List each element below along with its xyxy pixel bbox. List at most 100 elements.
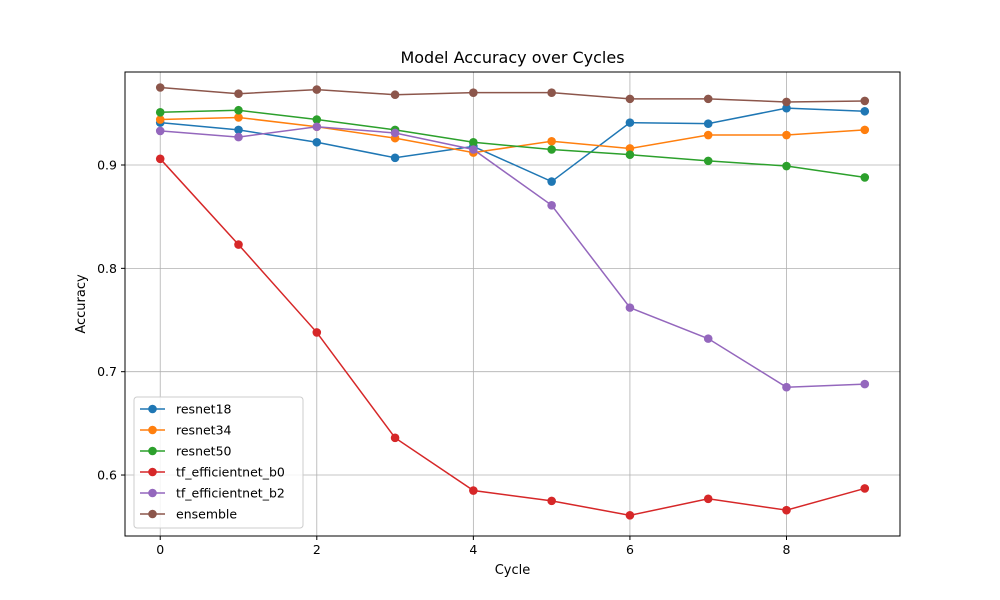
series-resnet50 xyxy=(155,105,870,182)
data-point-resnet18 xyxy=(703,119,713,128)
legend-label: resnet34 xyxy=(176,423,232,438)
data-point-tf_efficientnet_b2 xyxy=(625,303,635,312)
data-point-ensemble xyxy=(469,88,478,97)
series-ensemble xyxy=(155,83,870,107)
legend-item: ensemble xyxy=(140,507,237,522)
data-point-resnet50 xyxy=(155,108,165,117)
data-point-tf_efficientnet_b2 xyxy=(703,334,713,343)
series-line-tf_efficientnet_b2 xyxy=(160,126,865,388)
data-point-resnet18 xyxy=(547,177,556,186)
y-axis-label: Accuracy xyxy=(74,274,89,334)
series-line-resnet50 xyxy=(160,109,865,179)
data-point-tf_efficientnet_b2 xyxy=(155,126,165,136)
series-tf_efficientnet_b2 xyxy=(155,122,870,392)
legend-marker xyxy=(148,404,157,414)
data-point-resnet34 xyxy=(703,130,713,140)
data-point-tf_efficientnet_b0 xyxy=(703,494,713,504)
data-point-ensemble xyxy=(782,97,791,107)
legend-marker xyxy=(148,509,157,519)
legend-label: tf_efficientnet_b2 xyxy=(176,486,285,501)
data-point-tf_efficientnet_b2 xyxy=(860,379,870,389)
series-line-resnet34 xyxy=(160,116,865,154)
legend-marker xyxy=(148,425,157,435)
data-point-tf_efficientnet_b2 xyxy=(782,382,791,392)
legend: resnet18 resnet34 resnet50 tf_efficientnet_… xyxy=(133,396,304,529)
x-tick-label: 4 xyxy=(469,542,477,557)
legend-label: resnet50 xyxy=(176,444,232,459)
series-layer xyxy=(155,83,870,520)
data-point-resnet50 xyxy=(234,105,243,115)
data-point-ensemble xyxy=(703,94,713,104)
tick-layer: 0 2 4 6 8 0.6 0.7 0.8 0.9 xyxy=(97,158,790,557)
legend-marker xyxy=(148,488,157,498)
series-line-tf_efficientnet_b0 xyxy=(159,158,865,517)
data-point-tf_efficientnet_b0 xyxy=(469,486,478,495)
data-point-resnet34 xyxy=(782,130,791,140)
legend-marker xyxy=(148,446,157,456)
data-point-resnet50 xyxy=(782,161,791,171)
legend-item: tf_efficientnet_b2 xyxy=(140,486,285,501)
data-point-resnet34 xyxy=(547,136,556,146)
legend-item: resnet34 xyxy=(140,423,232,438)
data-point-resnet50 xyxy=(625,150,635,159)
data-point-ensemble xyxy=(390,90,400,100)
series-tf_efficientnet_b0 xyxy=(155,154,870,520)
x-axis-label: Cycle xyxy=(495,563,531,578)
legend-box xyxy=(133,396,304,529)
data-point-resnet50 xyxy=(547,145,556,154)
legend-item: resnet18 xyxy=(140,402,232,417)
data-point-resnet18 xyxy=(625,118,635,127)
data-point-ensemble xyxy=(234,89,243,99)
series-line-ensemble xyxy=(160,86,865,103)
data-point-tf_efficientnet_b0 xyxy=(312,328,322,337)
data-point-resnet18 xyxy=(312,137,322,147)
legend-label: resnet18 xyxy=(176,402,232,417)
data-point-resnet50 xyxy=(703,156,713,166)
data-point-ensemble xyxy=(547,88,556,97)
x-tick-label: 2 xyxy=(313,542,321,557)
data-point-ensemble xyxy=(625,94,635,104)
data-point-resnet34 xyxy=(625,144,635,153)
legend-marker xyxy=(148,467,157,477)
data-point-resnet34 xyxy=(860,125,870,135)
plot-frame xyxy=(124,71,901,537)
data-point-tf_efficientnet_b0 xyxy=(547,496,556,506)
data-point-tf_efficientnet_b2 xyxy=(469,145,478,154)
data-point-resnet18 xyxy=(390,153,400,163)
data-point-ensemble xyxy=(312,85,322,94)
chart-title: Model Accuracy over Cycles xyxy=(400,48,624,67)
data-point-tf_efficientnet_b0 xyxy=(390,433,400,443)
data-point-resnet34 xyxy=(155,115,165,124)
legend-label: ensemble xyxy=(176,507,237,522)
data-point-resnet34 xyxy=(234,113,243,122)
data-point-resnet50 xyxy=(860,173,870,182)
y-tick-label: 0.7 xyxy=(97,364,117,379)
x-tick-label: 8 xyxy=(783,542,791,557)
data-point-resnet18 xyxy=(234,125,243,135)
data-point-tf_efficientnet_b0 xyxy=(155,154,165,164)
legend-item: tf_efficientnet_b0 xyxy=(140,465,285,480)
data-point-tf_efficientnet_b2 xyxy=(390,128,400,138)
y-tick-label: 0.8 xyxy=(97,261,117,276)
data-point-tf_efficientnet_b2 xyxy=(234,132,243,142)
data-point-resnet18 xyxy=(782,103,791,113)
data-point-tf_efficientnet_b2 xyxy=(312,122,322,132)
series-line-resnet18 xyxy=(160,107,865,183)
x-tick-label: 0 xyxy=(156,542,164,557)
x-tick-label: 6 xyxy=(626,542,634,557)
data-point-tf_efficientnet_b0 xyxy=(625,511,635,520)
data-point-tf_efficientnet_b2 xyxy=(547,201,556,210)
data-point-tf_efficientnet_b0 xyxy=(782,505,791,515)
y-tick-label: 0.6 xyxy=(97,468,117,483)
y-tick-label: 0.9 xyxy=(97,158,117,173)
legend-label: tf_efficientnet_b0 xyxy=(176,465,285,480)
data-point-tf_efficientnet_b0 xyxy=(234,240,243,249)
data-point-resnet50 xyxy=(312,115,322,124)
data-point-ensemble xyxy=(155,83,165,92)
data-point-resnet50 xyxy=(469,137,478,147)
legend-item: resnet50 xyxy=(140,444,232,459)
data-point-ensemble xyxy=(860,96,870,106)
data-point-resnet18 xyxy=(860,106,870,116)
data-point-tf_efficientnet_b0 xyxy=(860,484,870,493)
